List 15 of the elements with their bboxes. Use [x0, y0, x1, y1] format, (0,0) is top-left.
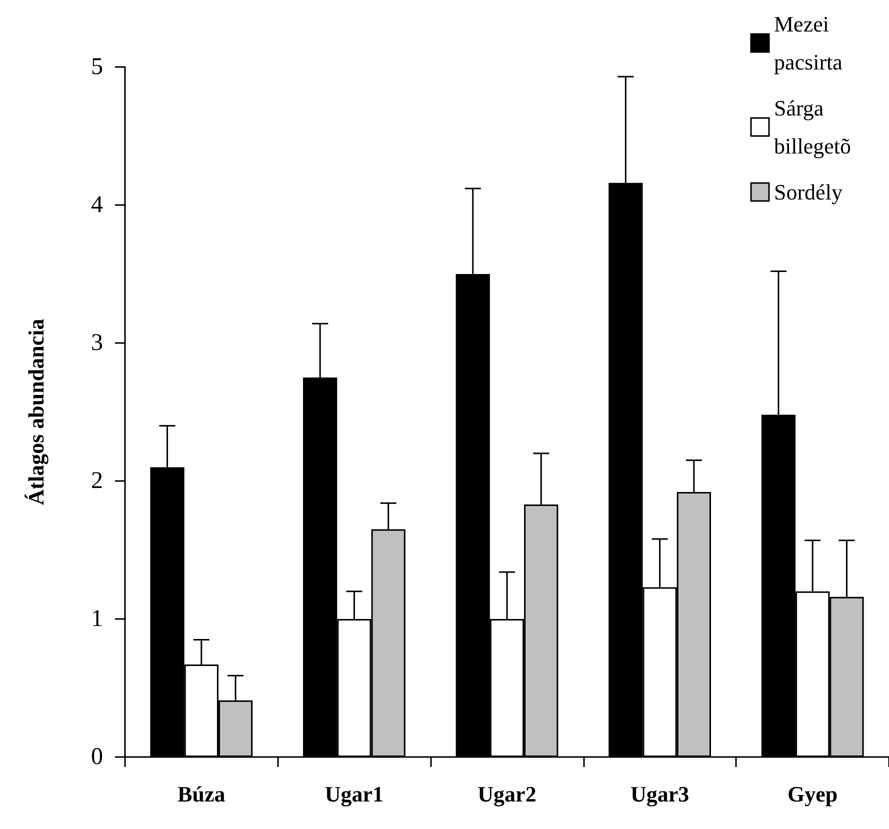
x-tick-label: Ugar1	[324, 782, 384, 806]
x-tick-label: Ugar3	[630, 782, 690, 806]
legend-label: Sárga billegetõ	[774, 96, 851, 158]
y-axis-title: Átlagos abundancia	[24, 318, 48, 506]
y-tick-label: 2	[91, 468, 103, 494]
y-tick-label: 1	[91, 606, 103, 632]
legend-label: Sordély	[774, 180, 842, 204]
legend-label: Mezei pacsirta	[774, 12, 843, 74]
y-tick-label: 3	[91, 330, 103, 356]
y-tick-label: 5	[91, 54, 103, 80]
x-tick-label: Búza	[178, 782, 226, 806]
x-tick-label: Gyep	[788, 782, 838, 806]
x-tick-label: Ugar2	[478, 782, 536, 806]
y-tick-label: 0	[91, 744, 103, 770]
y-tick-label: 4	[91, 192, 103, 218]
